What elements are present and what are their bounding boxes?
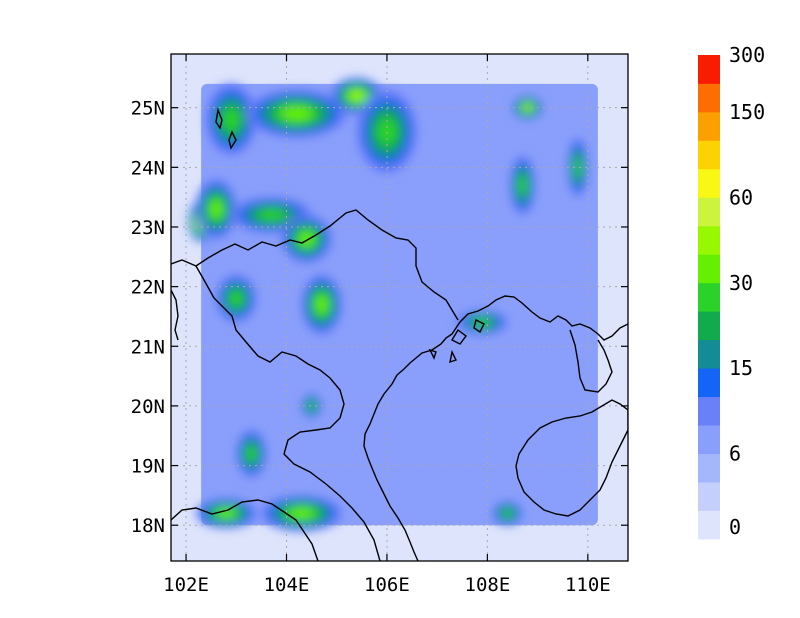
y-axis-tick-labels: 18N 19N 20N 21N 22N 23N 24N 25N <box>131 98 165 538</box>
border-laos-myanmar <box>171 499 319 561</box>
x-tick-label-104e: 104E <box>264 574 310 596</box>
x-tick-label-110e: 110E <box>565 574 611 596</box>
coastline-leizhou <box>569 329 613 393</box>
y-tick-label-20n: 20N <box>131 396 165 418</box>
data-domain-field <box>201 83 598 526</box>
rain-cell-16-level-8 <box>246 446 257 462</box>
map-frame <box>170 53 629 562</box>
coastline-vietnam-south <box>363 374 419 561</box>
colorbar-swatch-16 <box>698 55 720 84</box>
rain-cell-9-level-8 <box>229 290 243 307</box>
border-yunnan-west <box>171 289 179 341</box>
colorbar-swatch-11 <box>698 197 720 227</box>
rain-cell-17-level-8 <box>308 402 315 410</box>
coastline-islands <box>428 318 485 364</box>
colorbar-swatch-15 <box>698 83 720 113</box>
x-tick-label-102e: 102E <box>163 574 209 596</box>
y-tick-label-21n: 21N <box>131 336 165 358</box>
colorbar-label-300: 300 <box>729 43 765 67</box>
colorbar-label-60: 60 <box>729 185 753 209</box>
colorbar-swatch-3 <box>698 425 720 454</box>
map-plot-area <box>171 54 628 561</box>
map-gridlines <box>171 54 628 561</box>
colorbar-swatch-12 <box>698 168 720 198</box>
rain-cell-5-level-8 <box>377 118 397 145</box>
axis-ticks <box>171 54 628 561</box>
y-tick-label-24n: 24N <box>131 157 165 179</box>
colorbar-swatch-14 <box>698 111 720 141</box>
x-tick-label-106e: 106E <box>364 574 410 596</box>
x-axis-tick-labels: 102E 104E 106E 108E 110E <box>163 574 611 596</box>
colorbar-swatches <box>698 55 720 540</box>
rain-cell-13-level-8 <box>518 175 527 195</box>
rain-cell-15-level-9 <box>289 508 314 519</box>
precipitation-contours <box>188 77 588 532</box>
y-tick-label-18n: 18N <box>131 515 165 537</box>
colorbar-swatch-9 <box>698 254 720 284</box>
colorbar: 0 6 15 30 60 150 300 <box>698 43 765 540</box>
rain-cell-11-level-10 <box>523 104 532 111</box>
colorbar-swatch-6 <box>698 339 720 369</box>
colorbar-label-15: 15 <box>729 356 753 380</box>
colorbar-label-6: 6 <box>729 442 741 466</box>
border-vietnam-laos-north <box>195 265 381 561</box>
colorbar-swatch-2 <box>698 453 720 483</box>
rain-cell-7-level-9 <box>299 231 314 246</box>
colorbar-label-30: 30 <box>729 271 753 295</box>
rain-cell-3-level-9 <box>281 106 312 121</box>
rain-cell-0-level-8 <box>223 108 240 132</box>
colorbar-swatch-4 <box>698 396 720 426</box>
colorbar-swatch-0 <box>698 510 720 540</box>
colorbar-swatch-8 <box>698 282 720 312</box>
x-tick-label-108e: 108E <box>465 574 511 596</box>
colorbar-label-0: 0 <box>729 515 741 539</box>
colorbar-swatch-10 <box>698 225 720 255</box>
y-tick-label-23n: 23N <box>131 217 165 239</box>
rain-cell-12-level-8 <box>574 157 581 177</box>
rain-cell-4-level-10 <box>349 90 364 101</box>
colorbar-swatch-7 <box>698 311 720 341</box>
border-china-vietnam <box>171 209 459 321</box>
rain-cell-6-level-8 <box>258 209 285 221</box>
y-tick-label-25n: 25N <box>131 98 165 120</box>
y-tick-label-19n: 19N <box>131 456 165 478</box>
colorbar-label-150: 150 <box>729 100 765 124</box>
rain-cell-8-level-9 <box>315 295 328 314</box>
y-tick-label-22n: 22N <box>131 277 165 299</box>
rain-cell-18-level-8 <box>502 509 513 518</box>
lake-outline <box>215 107 237 150</box>
coastline-hainan <box>515 399 628 517</box>
coastlines-and-borders <box>171 107 628 561</box>
colorbar-swatch-5 <box>698 368 720 398</box>
rain-cell-2-level-9 <box>210 200 223 218</box>
colorbar-swatch-1 <box>698 482 720 511</box>
colorbar-swatch-13 <box>698 140 720 170</box>
